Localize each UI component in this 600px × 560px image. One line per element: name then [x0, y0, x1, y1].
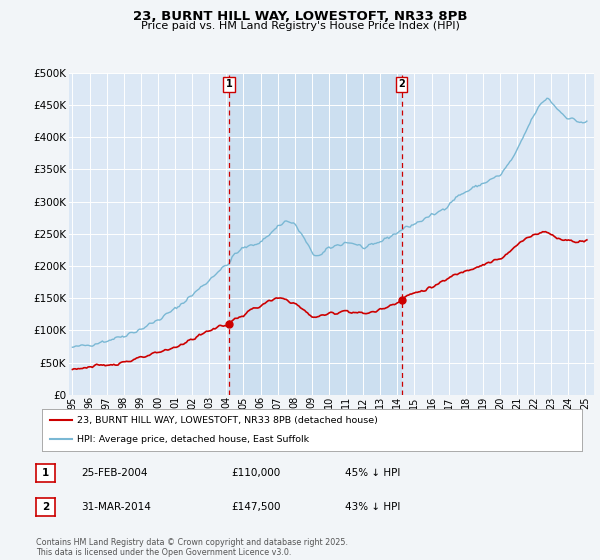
Text: 1: 1 [226, 80, 232, 89]
Text: £110,000: £110,000 [231, 468, 280, 478]
Text: Contains HM Land Registry data © Crown copyright and database right 2025.
This d: Contains HM Land Registry data © Crown c… [36, 538, 348, 557]
Text: 31-MAR-2014: 31-MAR-2014 [81, 502, 151, 512]
Text: Price paid vs. HM Land Registry's House Price Index (HPI): Price paid vs. HM Land Registry's House … [140, 21, 460, 31]
Text: 1: 1 [42, 468, 49, 478]
Text: 25-FEB-2004: 25-FEB-2004 [81, 468, 148, 478]
Text: HPI: Average price, detached house, East Suffolk: HPI: Average price, detached house, East… [77, 435, 309, 444]
Text: £147,500: £147,500 [231, 502, 281, 512]
Text: 2: 2 [398, 80, 405, 89]
Text: 23, BURNT HILL WAY, LOWESTOFT, NR33 8PB (detached house): 23, BURNT HILL WAY, LOWESTOFT, NR33 8PB … [77, 416, 378, 424]
Text: 45% ↓ HPI: 45% ↓ HPI [345, 468, 400, 478]
Text: 43% ↓ HPI: 43% ↓ HPI [345, 502, 400, 512]
Bar [229, 73, 401, 395]
Text: 23, BURNT HILL WAY, LOWESTOFT, NR33 8PB: 23, BURNT HILL WAY, LOWESTOFT, NR33 8PB [133, 10, 467, 23]
Text: 2: 2 [42, 502, 49, 512]
